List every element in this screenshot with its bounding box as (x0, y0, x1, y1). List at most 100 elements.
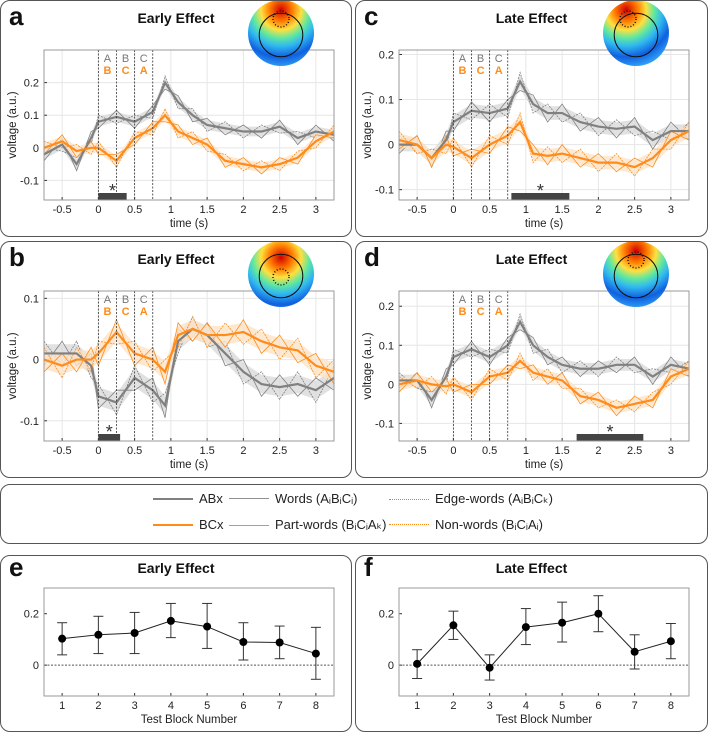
y-axis-label: voltage (a.u.) (362, 91, 374, 158)
x-tick-label: 1.5 (199, 445, 214, 457)
y-tick-label: 0.1 (379, 340, 394, 352)
panel-label: b (9, 242, 25, 272)
data-point (130, 629, 139, 637)
series-line-BCx (398, 120, 690, 169)
topomap (603, 242, 669, 307)
chart-a: -0.5 0 0.5 1 1.5 2 2.5 3 -0.1 0 0.1 0.2 time (s) volt… (7, 1, 335, 230)
chart-d: -0.5 0 0.5 1 1.5 2 2.5 3 -0.1 0 0.1 0.2 time (s) volt… (362, 242, 690, 471)
y-tick-label: 0 (388, 379, 394, 391)
bcx-letter: A (140, 65, 148, 77)
data-point (94, 630, 103, 639)
x-tick-label: 3 (668, 204, 674, 216)
series-line-BCx (43, 327, 335, 374)
panel-f: f Late Effect 1 2 3 4 5 6 7 8 0 0.2 Test Block Num… (355, 552, 708, 732)
series-line-BCx (43, 113, 335, 169)
y-tick-label: 0.1 (379, 95, 394, 107)
panel-label: d (364, 242, 380, 272)
significance-star: * (109, 181, 116, 201)
data-point (594, 609, 603, 618)
panel-c: c Late Effect -0.5 0 0.5 1 1.5 2 2.5 3 -0.1 0 0.1 0… (355, 0, 708, 237)
error-band-BCx (399, 355, 689, 414)
x-tick-label: 1 (523, 204, 529, 216)
x-tick-label: 6 (240, 700, 246, 712)
x-tick-label: 2 (595, 204, 601, 216)
plot-frame (398, 587, 690, 697)
y-tick-label: -0.1 (20, 416, 39, 428)
panel-label: a (9, 1, 24, 31)
y-tick-label: 0.1 (24, 293, 39, 305)
bcx-letter: B (103, 306, 111, 318)
bcx-letter: A (495, 65, 503, 77)
x-tick-label: 5 (204, 700, 210, 712)
x-axis-label: Test Block Number (496, 714, 593, 726)
significance-bar (98, 434, 121, 441)
series-line-ABx (43, 80, 335, 167)
y-tick-label: 0 (33, 355, 39, 367)
y-tick-label: 0 (33, 143, 39, 155)
x-tick-label: 1 (414, 700, 420, 712)
plot-area (44, 50, 334, 200)
plot-frame (43, 587, 335, 697)
x-tick-label: 4 (168, 700, 174, 712)
bcx-letter: B (458, 306, 466, 318)
bcx-letter: C (477, 65, 485, 77)
x-tick-label: -0.5 (408, 445, 427, 457)
electrode-cluster (627, 251, 645, 269)
x-tick-label: 4 (523, 700, 529, 712)
panel-title: Late Effect (495, 10, 568, 26)
data-point (666, 637, 675, 646)
legend-bcx: BCx (153, 517, 224, 532)
x-tick-label: 0 (95, 204, 101, 216)
x-axis-label: time (s) (170, 218, 209, 230)
y-tick-label: 0.2 (379, 50, 394, 62)
x-tick-label: 0 (450, 445, 456, 457)
panel-title: Early Effect (137, 10, 215, 26)
words-line-ABx (398, 329, 690, 409)
x-tick-label: 3 (668, 445, 674, 457)
x-tick-label: 1 (523, 445, 529, 457)
legend: ABx BCx Words (AᵢBᵢCᵢ) Part-words (BᵢCᵢA… (0, 484, 708, 544)
y-tick-label: 0.1 (24, 110, 39, 122)
y-tick-label: -0.1 (375, 185, 394, 197)
significance-bar (98, 193, 127, 200)
legend-label: ABx (199, 491, 223, 506)
head-outline (258, 253, 304, 299)
edge-line-BCx (398, 111, 690, 177)
x-tick-label: 2 (95, 700, 101, 712)
x-tick-label: 3 (313, 204, 319, 216)
topomap (248, 242, 314, 307)
abx-letter: B (477, 294, 484, 306)
bcx-letter: B (103, 65, 111, 77)
abx-letter: C (495, 294, 503, 306)
bcx-letter: C (122, 65, 130, 77)
bcx-letter: A (140, 306, 148, 318)
panel-e: e Early Effect 1 2 3 4 5 6 7 8 0 0.2 Test Block Nu… (0, 552, 352, 732)
x-tick-label: 1.5 (554, 204, 569, 216)
x-tick-label: 6 (595, 700, 601, 712)
abx-letter: B (122, 53, 129, 65)
panel-label: f (364, 552, 373, 582)
bcx-letter: C (477, 306, 485, 318)
panel-label: c (364, 1, 379, 31)
abx-letter: B (122, 294, 129, 306)
x-tick-label: 1.5 (199, 204, 214, 216)
plot-frame (398, 49, 690, 201)
abx-letter: A (104, 294, 112, 306)
edge-line-ABx (43, 315, 335, 416)
electrode-cluster (272, 10, 290, 28)
panel-label: e (9, 552, 24, 582)
plot-frame (43, 290, 335, 442)
legend-part-words: Part-words (BᵢCᵢAₖ) (229, 517, 386, 533)
bcx-letter: B (458, 65, 466, 77)
legend-label: Edge-words (AᵢBᵢCₖ) (435, 491, 553, 506)
series-line (416, 613, 672, 669)
data-point (203, 622, 212, 631)
data-point (166, 616, 175, 625)
significance-star: * (106, 422, 113, 442)
y-tick-label: 0 (388, 140, 394, 152)
legend-label: BCx (199, 517, 224, 532)
x-tick-label: -0.5 (53, 445, 72, 457)
abx-letter: A (104, 53, 112, 65)
edge-line-BCx (43, 315, 335, 379)
words-line-BCx (43, 121, 335, 175)
